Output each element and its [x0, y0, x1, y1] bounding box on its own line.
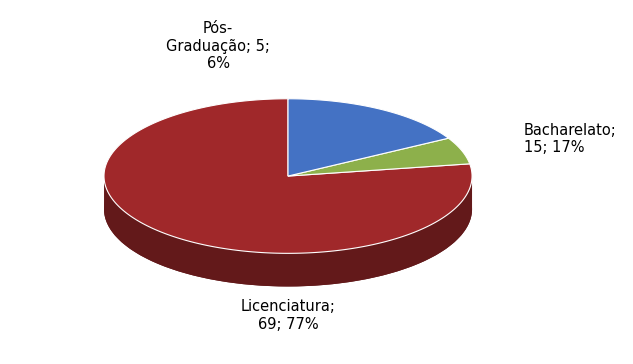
Polygon shape: [104, 177, 472, 286]
Text: Bacharelato;
15; 17%: Bacharelato; 15; 17%: [523, 123, 617, 155]
Text: Licenciatura;
69; 77%: Licenciatura; 69; 77%: [241, 299, 335, 332]
Polygon shape: [288, 138, 470, 176]
Text: Pós-
Graduação; 5;
6%: Pós- Graduação; 5; 6%: [166, 21, 270, 71]
Ellipse shape: [104, 132, 472, 286]
Polygon shape: [288, 99, 448, 176]
Polygon shape: [104, 99, 472, 253]
